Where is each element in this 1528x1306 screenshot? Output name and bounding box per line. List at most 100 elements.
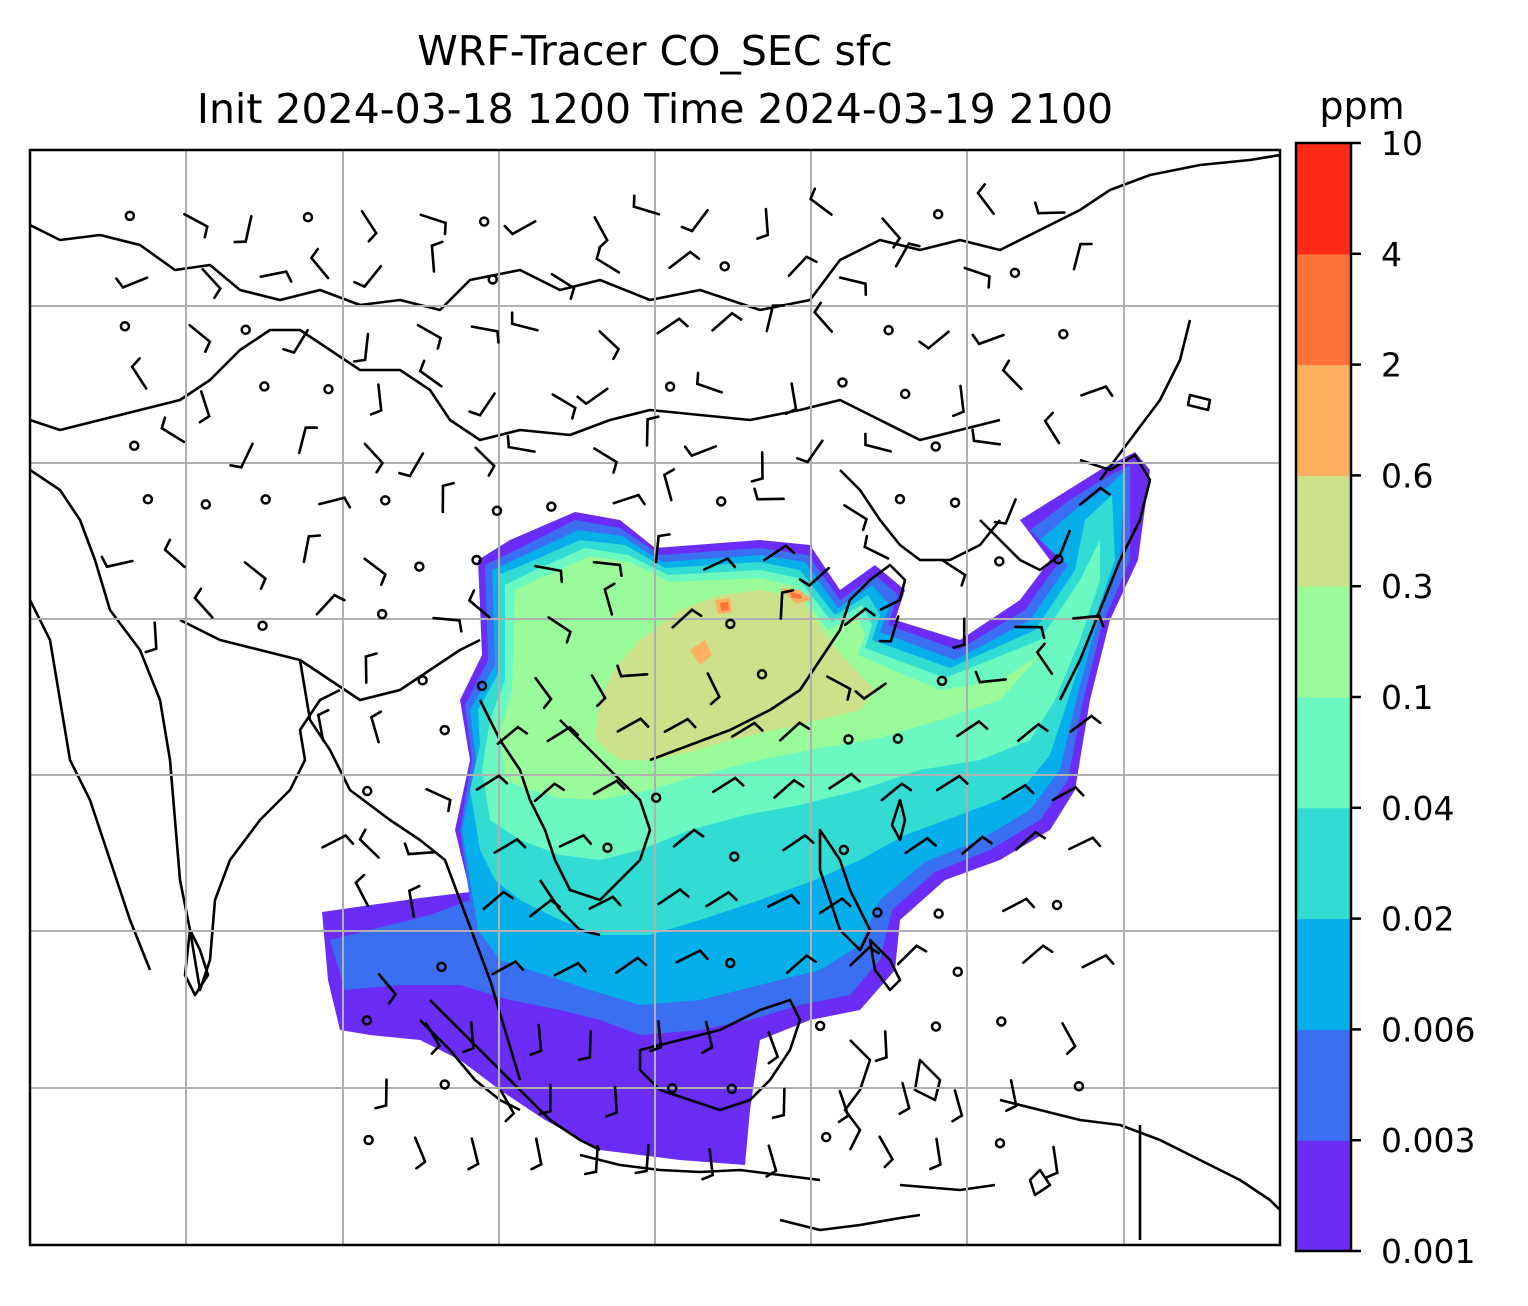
wind-barb	[360, 210, 378, 243]
calm-wind-marker	[726, 1083, 738, 1095]
wind-barb	[506, 434, 536, 453]
wind-barb	[590, 674, 607, 708]
wind-barb	[878, 615, 900, 643]
colorbar-tick-label: 0.1	[1381, 678, 1433, 717]
wind-barb	[701, 1020, 714, 1054]
wind-barb	[935, 774, 969, 792]
wind-barb	[616, 664, 649, 678]
wind-barb	[1051, 785, 1085, 802]
calm-wind-marker	[260, 494, 271, 505]
calm-wind-marker	[323, 383, 334, 395]
wind-barb	[1001, 783, 1035, 801]
wind-barb	[1005, 1079, 1018, 1112]
wind-barb	[874, 1030, 888, 1063]
wind-barb	[418, 359, 443, 388]
calm-wind-marker	[471, 554, 482, 566]
calm-wind-marker	[379, 495, 391, 506]
wind-barb	[510, 311, 539, 332]
colorbar-band	[1296, 1140, 1351, 1252]
wind-barb	[951, 1089, 964, 1123]
wind-barb	[321, 833, 355, 849]
wind-barb	[144, 621, 158, 654]
wind-barb	[952, 384, 965, 418]
calm-wind-marker	[1009, 267, 1021, 279]
wind-barb	[771, 1087, 786, 1119]
wind-barb	[577, 1030, 592, 1062]
wind-barb	[616, 717, 650, 733]
wind-barb	[416, 323, 443, 350]
calm-wind-marker	[1051, 899, 1063, 911]
wind-barb	[730, 721, 764, 738]
wind-barb	[976, 183, 995, 216]
wind-barb	[779, 721, 811, 742]
wind-barb	[656, 317, 689, 335]
wind-barb	[243, 561, 267, 590]
wind-barb	[530, 1137, 543, 1171]
wind-barb	[854, 682, 887, 701]
wind-barb	[702, 556, 737, 571]
wind-barbs	[100, 183, 1115, 1181]
wind-barb	[315, 593, 346, 616]
wind-barb	[183, 212, 209, 239]
wind-barb	[705, 890, 738, 908]
wind-barb	[1072, 614, 1105, 628]
wind-barb	[753, 487, 785, 501]
wind-barb	[482, 890, 514, 911]
colorbar-band	[1296, 586, 1351, 698]
colorbar-tick-label: 10	[1381, 124, 1423, 163]
calm-wind-marker	[119, 321, 131, 332]
calm-wind-marker	[240, 324, 251, 336]
wind-barb	[819, 896, 852, 915]
wind-barb	[425, 787, 452, 813]
colorbar-tick-label: 0.001	[1381, 1232, 1475, 1271]
wind-barb	[1081, 953, 1115, 969]
calm-wind-marker	[1073, 1080, 1085, 1092]
wind-barb	[849, 945, 880, 967]
wind-barb	[632, 194, 661, 216]
wind-barb	[467, 589, 491, 619]
wind-barb	[1080, 385, 1114, 397]
calm-wind-marker	[361, 1015, 373, 1026]
calm-wind-marker	[259, 381, 270, 392]
colorbar-tick-label: 0.02	[1381, 900, 1454, 939]
calm-wind-marker	[664, 381, 676, 392]
wind-barb	[706, 672, 721, 706]
wind-barb	[503, 220, 537, 236]
wind-barb	[863, 534, 890, 560]
wind-barb	[369, 383, 383, 416]
wind-barb	[929, 1137, 942, 1171]
wind-barb	[546, 725, 580, 743]
wind-barb	[302, 534, 322, 564]
calm-wind-marker	[930, 441, 941, 452]
colorbar-band	[1296, 364, 1351, 476]
wind-barb	[592, 779, 626, 796]
calm-wind-marker	[936, 675, 948, 687]
wind-barb	[353, 265, 383, 289]
wind-barb	[468, 392, 496, 417]
contour-06	[690, 588, 812, 665]
wind-barb	[971, 333, 1005, 346]
calm-wind-marker	[476, 680, 488, 692]
wind-barb	[603, 582, 616, 616]
wind-barb	[645, 415, 660, 447]
contour-2	[720, 592, 802, 611]
calm-wind-marker	[820, 1131, 832, 1143]
chart-title-line1: WRF-Tracer CO_SEC sfc	[417, 27, 893, 75]
wind-barb	[474, 446, 496, 477]
wind-barb	[671, 608, 703, 629]
colorbar-tick-label: 0.3	[1381, 567, 1433, 606]
wind-barb	[499, 1089, 516, 1123]
wind-barb	[779, 589, 795, 620]
calm-wind-marker	[302, 211, 314, 223]
calm-wind-marker	[725, 618, 736, 630]
wind-barb	[441, 481, 455, 514]
wind-barb	[683, 445, 718, 458]
wind-barb	[711, 776, 745, 794]
wind-barb	[809, 187, 833, 216]
wind-barb	[363, 442, 385, 474]
wind-barb	[750, 451, 764, 483]
colorbar: 0.001 0.003 0.006 0.02 0.04 0.1 0.3 0.6 2 4 10	[1294, 124, 1475, 1271]
wind-barb	[529, 1023, 543, 1056]
wind-barb	[918, 330, 950, 350]
calm-wind-marker	[996, 1016, 1007, 1027]
